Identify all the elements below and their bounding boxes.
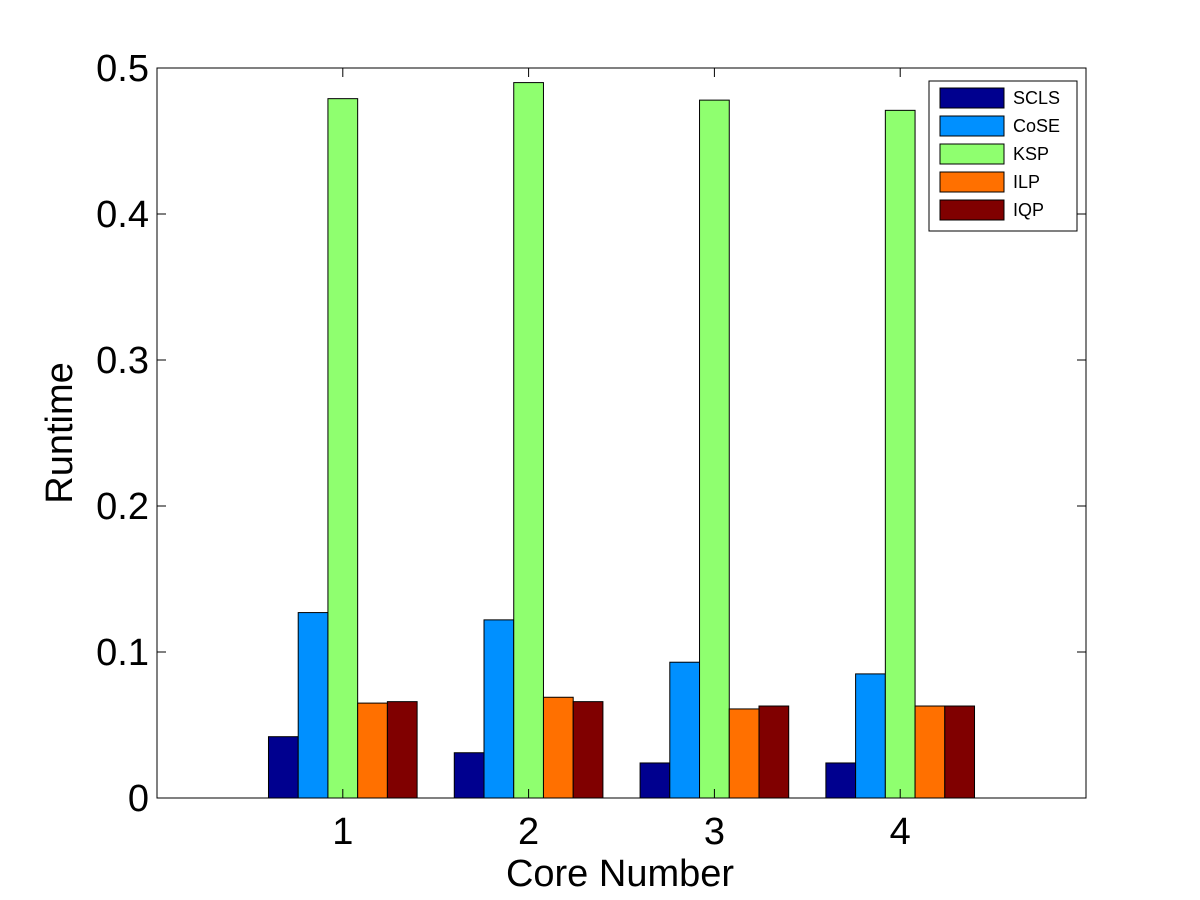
bar-ilp-2 bbox=[543, 697, 573, 798]
bar-scls-4 bbox=[826, 763, 856, 798]
bar-scls-1 bbox=[268, 737, 298, 798]
bar-cose-3 bbox=[670, 662, 700, 798]
y-tick-label: 0.2 bbox=[96, 486, 149, 528]
bar-ilp-4 bbox=[915, 706, 945, 798]
x-tick-label: 2 bbox=[518, 811, 539, 853]
legend-swatch-ksp bbox=[940, 144, 1004, 164]
legend-swatch-cose bbox=[940, 116, 1004, 136]
bar-cose-1 bbox=[298, 613, 328, 798]
legend-label-cose: CoSE bbox=[1013, 116, 1060, 136]
bar-cose-4 bbox=[856, 674, 886, 798]
bar-ksp-2 bbox=[514, 83, 544, 798]
x-tick-label: 3 bbox=[704, 811, 725, 853]
legend-label-iqp: IQP bbox=[1013, 200, 1044, 220]
y-tick-label: 0.5 bbox=[96, 48, 149, 90]
legend-label-ksp: KSP bbox=[1013, 144, 1049, 164]
bar-ksp-1 bbox=[328, 99, 358, 798]
y-tick-label: 0.3 bbox=[96, 340, 149, 382]
x-tick-label: 4 bbox=[890, 811, 911, 853]
legend-swatch-iqp bbox=[940, 200, 1004, 220]
bar-iqp-4 bbox=[945, 706, 975, 798]
bar-iqp-2 bbox=[573, 702, 603, 798]
bar-scls-2 bbox=[454, 753, 484, 798]
bar-ksp-3 bbox=[700, 100, 730, 798]
y-tick-label: 0.1 bbox=[96, 632, 149, 674]
x-tick-label: 1 bbox=[332, 811, 353, 853]
bar-cose-2 bbox=[484, 620, 514, 798]
y-tick-label: 0.4 bbox=[96, 194, 149, 236]
legend-label-ilp: ILP bbox=[1013, 172, 1040, 192]
y-tick-label: 0 bbox=[128, 778, 149, 820]
x-axis-label: Core Number bbox=[506, 853, 734, 895]
legend-swatch-scls bbox=[940, 88, 1004, 108]
bar-ilp-1 bbox=[358, 703, 388, 798]
legend-swatch-ilp bbox=[940, 172, 1004, 192]
bar-iqp-3 bbox=[759, 706, 789, 798]
bar-scls-3 bbox=[640, 763, 670, 798]
bar-ilp-3 bbox=[729, 709, 759, 798]
bar-ksp-4 bbox=[885, 110, 915, 798]
legend-label-scls: SCLS bbox=[1013, 88, 1060, 108]
legend: SCLS CoSE KSP ILP IQP bbox=[929, 81, 1077, 231]
bar-iqp-1 bbox=[387, 702, 417, 798]
y-axis-label: Runtime bbox=[39, 362, 81, 504]
